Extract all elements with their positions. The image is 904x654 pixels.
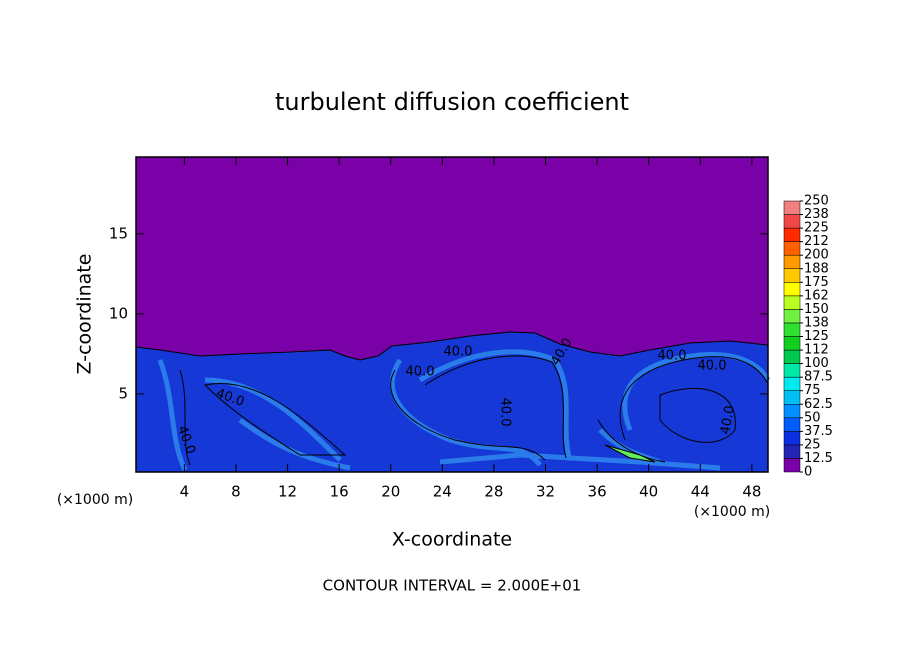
colorbar-label: 100 (804, 356, 829, 371)
contour-label: 40.0 (444, 345, 473, 360)
colorbar-label: 37.5 (804, 424, 833, 439)
y-tick-label: 10 (109, 304, 128, 322)
colorbar-label: 50 (804, 410, 821, 425)
colorbar-label: 238 (804, 207, 829, 222)
colorbar-band (783, 254, 801, 269)
colorbar-band (783, 241, 801, 256)
x-tick-label: 48 (742, 483, 761, 501)
x-tick-label: 4 (180, 483, 190, 501)
x-tick-label: 20 (381, 483, 400, 501)
colorbar-label: 12.5 (804, 451, 833, 466)
x-tick-label: 36 (588, 483, 607, 501)
colorbar-label: 138 (804, 315, 829, 330)
x-tick-label: 16 (330, 483, 349, 501)
contour-label: 40.0 (498, 398, 513, 427)
colorbar-label: 212 (804, 234, 829, 249)
x-tick-label: 12 (278, 483, 297, 501)
colorbar-label: 87.5 (804, 370, 833, 385)
colorbar-band (783, 349, 801, 364)
colorbar-label: 162 (804, 288, 829, 303)
colorbar-label: 112 (804, 343, 829, 358)
x-tick-label: 8 (231, 483, 241, 501)
colorbar-label: 200 (804, 248, 829, 263)
colorbar-label: 125 (804, 329, 829, 344)
chart-title: turbulent diffusion coefficient (275, 88, 629, 116)
colorbar-band (783, 268, 801, 283)
colorbar-label: 0 (804, 465, 812, 480)
colorbar-band (783, 363, 801, 378)
colorbar-band (783, 431, 801, 446)
x-tick-label: 32 (536, 483, 555, 501)
x-tick-label: 40 (639, 483, 658, 501)
colorbar-label: 225 (804, 221, 829, 236)
annotation: CONTOUR INTERVAL = 2.000E+01 (323, 577, 582, 595)
colorbar-label: 175 (804, 275, 829, 290)
y-axis-label: Z-coordinate (74, 254, 96, 375)
colorbar-label: 150 (804, 302, 829, 317)
colorbar-band (783, 458, 801, 473)
x-tick-label: 24 (433, 483, 452, 501)
contour-label: 40.0 (658, 349, 687, 364)
y-scale-label: (×1000 m) (57, 492, 133, 508)
colorbar-band (783, 390, 801, 405)
colorbar-label: 250 (804, 194, 829, 209)
x-tick-label: 28 (484, 483, 503, 501)
colorbar-band (783, 200, 801, 215)
colorbar-label: 62.5 (804, 397, 833, 412)
colorbar-band (783, 376, 801, 391)
colorbar-band (783, 227, 801, 242)
colorbar-band (783, 214, 801, 229)
contour-lines (179, 355, 769, 466)
y-tick-label: 5 (118, 384, 128, 402)
colorbar-band (783, 282, 801, 297)
x-tick-label: 44 (691, 483, 710, 501)
field-peak (604, 444, 656, 463)
colorbar-label: 188 (804, 261, 829, 276)
y-tick-label: 15 (109, 224, 128, 242)
plot-frame (135, 156, 769, 473)
colorbar-band (783, 336, 801, 351)
colorbar-band (783, 295, 801, 310)
contour-label: 40.0 (406, 365, 435, 380)
colorbar-band (783, 444, 801, 459)
colorbar-band (783, 309, 801, 324)
contour-label: 40.0 (698, 359, 727, 374)
colorbar-band (783, 322, 801, 337)
field (135, 157, 771, 473)
x-scale-label: (×1000 m) (694, 504, 770, 520)
colorbar-band (783, 417, 801, 432)
colorbar-band (783, 404, 801, 419)
x-axis-label: X-coordinate (392, 529, 512, 551)
colorbar-label: 25 (804, 437, 821, 452)
contour-label: 40.0 (718, 404, 738, 435)
colorbar-label: 75 (804, 383, 821, 398)
